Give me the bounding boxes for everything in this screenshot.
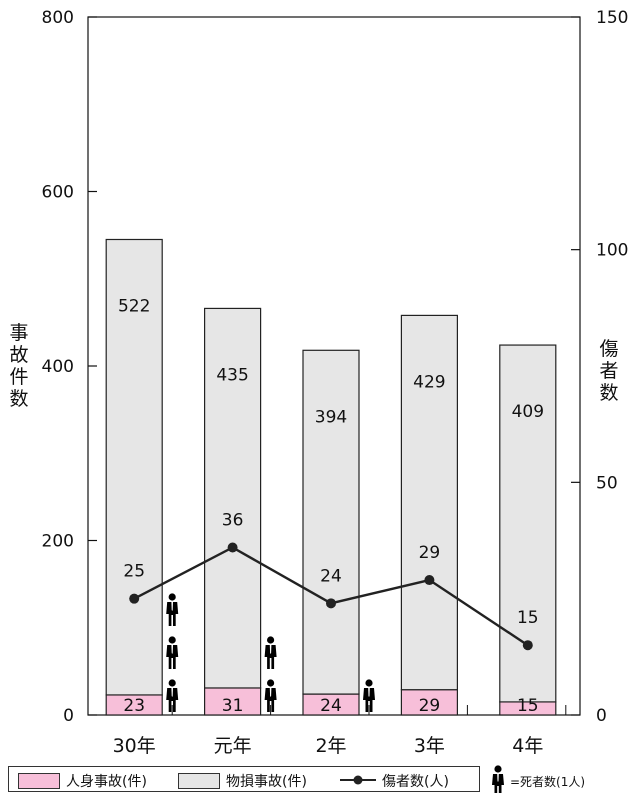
- left-tick-label: 600: [42, 183, 74, 203]
- person-icon: [492, 765, 504, 793]
- bar-injury: [204, 687, 262, 716]
- bar-label-property: 409: [512, 402, 544, 422]
- injured-point: [326, 598, 336, 609]
- bar-label-injury: 29: [419, 696, 441, 716]
- x-tick-label: 30年: [113, 735, 156, 757]
- legend-label-property: 物損事故(件): [226, 774, 307, 790]
- injured-label: 29: [419, 543, 441, 563]
- bar-property: [400, 314, 458, 691]
- bar-label-injury: 31: [222, 696, 244, 716]
- bar-label-property: 429: [413, 372, 445, 392]
- person-icon: [166, 593, 179, 626]
- left-tick-label: 0: [63, 706, 74, 726]
- right-axis-label: 傷者数: [599, 338, 619, 404]
- legend-frame: [8, 766, 480, 792]
- legend: 人身事故(件) 物損事故(件) 傷者数(人) =死者数(1人): [0, 762, 634, 796]
- legend-swatch-injury: [18, 773, 60, 789]
- right-tick-label: 50: [596, 473, 618, 493]
- injured-point: [424, 575, 435, 586]
- person-icon: [166, 679, 179, 712]
- bar-label-injury: 24: [320, 696, 342, 716]
- bar-injury: [400, 689, 458, 716]
- x-tick-label: 4年: [512, 735, 543, 757]
- injured-point: [522, 640, 533, 651]
- bar-property: [302, 349, 360, 695]
- bar-property: [105, 238, 163, 696]
- bar-label-property: 435: [216, 365, 248, 385]
- person-icon: [166, 636, 179, 669]
- left-tick-label: 200: [42, 532, 74, 552]
- bar-label-property: 394: [315, 407, 347, 427]
- bar-label-injury: 23: [123, 696, 145, 716]
- bar-label-property: 522: [118, 296, 150, 316]
- injured-label: 15: [517, 608, 539, 628]
- chart: 0 200 400 600 800 0 50 100 150 23 522 30年 31 435 元年 24 3…: [42, 8, 629, 757]
- person-icon: [264, 679, 277, 712]
- injured-label: 36: [222, 510, 244, 530]
- right-tick-label: 0: [596, 706, 607, 726]
- legend-line-marker: [340, 775, 376, 785]
- injured-label: 24: [320, 566, 342, 586]
- person-icon: [363, 679, 375, 712]
- legend-label-injury: 人身事故(件): [66, 774, 147, 790]
- x-tick-label: 元年: [214, 735, 252, 757]
- left-tick-label: 400: [42, 357, 74, 377]
- x-tick-label: 3年: [414, 735, 445, 757]
- injured-point: [129, 593, 140, 604]
- right-tick-label: 100: [596, 241, 628, 261]
- x-tick-label: 2年: [315, 735, 346, 757]
- injured-label: 25: [123, 562, 145, 582]
- injured-point: [227, 542, 238, 553]
- right-tick-label: 150: [596, 8, 628, 28]
- left-tick-label: 800: [42, 8, 74, 28]
- bar-property: [204, 307, 262, 689]
- legend-label-deaths: =死者数(1人): [510, 775, 586, 789]
- bar-label-injury: 15: [517, 696, 539, 716]
- legend-swatch-property: [178, 773, 220, 789]
- left-axis-label: 事故件数: [9, 322, 29, 410]
- person-icon: [264, 636, 277, 669]
- legend-label-injured: 傷者数(人): [382, 774, 449, 790]
